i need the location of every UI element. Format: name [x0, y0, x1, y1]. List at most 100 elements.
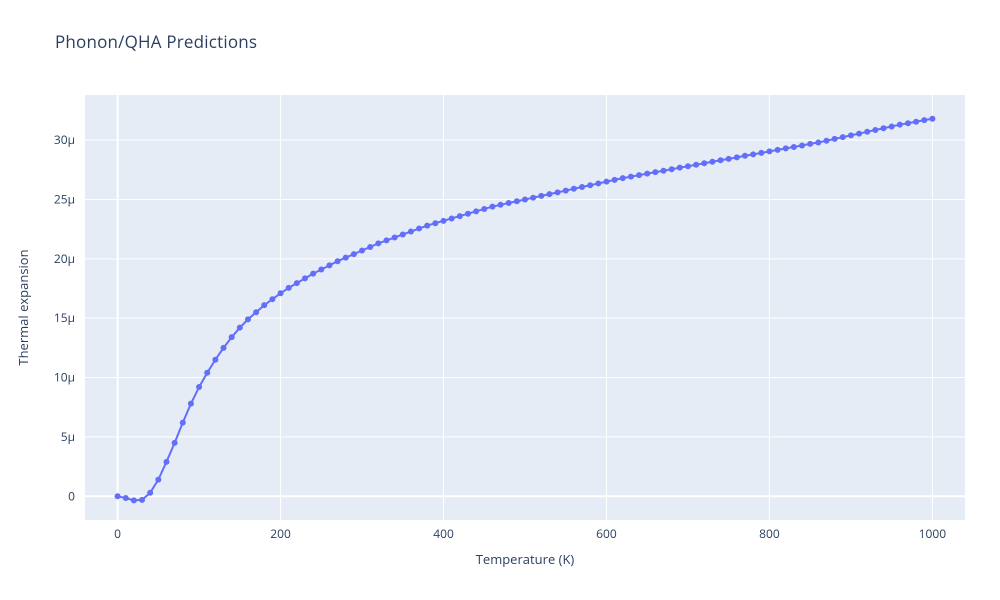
series-marker[interactable] — [180, 420, 186, 426]
series-marker[interactable] — [131, 497, 137, 503]
series-marker[interactable] — [221, 345, 227, 351]
series-marker[interactable] — [807, 141, 813, 147]
series-marker[interactable] — [269, 296, 275, 302]
series-marker[interactable] — [669, 166, 675, 172]
series-marker[interactable] — [661, 168, 667, 174]
series-marker[interactable] — [123, 495, 129, 501]
series-marker[interactable] — [750, 151, 756, 157]
series-marker[interactable] — [823, 138, 829, 144]
series-marker[interactable] — [408, 229, 414, 235]
series-marker[interactable] — [775, 147, 781, 153]
series-marker[interactable] — [758, 150, 764, 156]
series-marker[interactable] — [310, 271, 316, 277]
series-marker[interactable] — [872, 127, 878, 133]
series-marker[interactable] — [881, 125, 887, 131]
series-marker[interactable] — [864, 129, 870, 135]
series-marker[interactable] — [636, 172, 642, 178]
series-marker[interactable] — [212, 357, 218, 363]
series-marker[interactable] — [261, 302, 267, 308]
series-marker[interactable] — [840, 134, 846, 140]
series-marker[interactable] — [644, 171, 650, 177]
series-marker[interactable] — [677, 165, 683, 171]
series-marker[interactable] — [815, 139, 821, 145]
series-marker[interactable] — [457, 213, 463, 219]
series-marker[interactable] — [701, 160, 707, 166]
series-marker[interactable] — [245, 316, 251, 322]
series-marker[interactable] — [555, 189, 561, 195]
series-marker[interactable] — [196, 384, 202, 390]
series-marker[interactable] — [375, 240, 381, 246]
series-marker[interactable] — [726, 156, 732, 162]
series-marker[interactable] — [571, 186, 577, 192]
series-marker[interactable] — [693, 162, 699, 168]
series-marker[interactable] — [546, 191, 552, 197]
series-marker[interactable] — [237, 325, 243, 331]
series-marker[interactable] — [400, 231, 406, 237]
series-marker[interactable] — [253, 309, 259, 315]
series-marker[interactable] — [278, 290, 284, 296]
series-marker[interactable] — [489, 204, 495, 210]
series-marker[interactable] — [538, 193, 544, 199]
series-marker[interactable] — [432, 220, 438, 226]
series-marker[interactable] — [188, 401, 194, 407]
series-marker[interactable] — [115, 493, 121, 499]
series-marker[interactable] — [481, 206, 487, 212]
series-marker[interactable] — [204, 370, 210, 376]
series-marker[interactable] — [172, 440, 178, 446]
series-marker[interactable] — [628, 174, 634, 180]
series-marker[interactable] — [441, 218, 447, 224]
series-marker[interactable] — [392, 234, 398, 240]
series-marker[interactable] — [343, 255, 349, 261]
series-marker[interactable] — [530, 195, 536, 201]
series-marker[interactable] — [603, 179, 609, 185]
series-marker[interactable] — [473, 208, 479, 214]
series-marker[interactable] — [718, 157, 724, 163]
series-marker[interactable] — [921, 117, 927, 123]
series-marker[interactable] — [766, 148, 772, 154]
series-marker[interactable] — [294, 280, 300, 286]
series-marker[interactable] — [734, 154, 740, 160]
series-marker[interactable] — [318, 267, 324, 273]
series-marker[interactable] — [229, 334, 235, 340]
series-marker[interactable] — [783, 145, 789, 151]
series-marker[interactable] — [359, 248, 365, 254]
series-marker[interactable] — [652, 169, 658, 175]
series-marker[interactable] — [563, 188, 569, 194]
series-marker[interactable] — [465, 211, 471, 217]
series-marker[interactable] — [147, 490, 153, 496]
series-marker[interactable] — [335, 258, 341, 264]
series-marker[interactable] — [416, 226, 422, 232]
series-marker[interactable] — [286, 285, 292, 291]
series-marker[interactable] — [929, 116, 935, 122]
series-marker[interactable] — [612, 177, 618, 183]
series-marker[interactable] — [139, 497, 145, 503]
series-marker[interactable] — [514, 198, 520, 204]
series-marker[interactable] — [424, 223, 430, 229]
series-marker[interactable] — [913, 119, 919, 125]
series-marker[interactable] — [897, 122, 903, 128]
series-marker[interactable] — [685, 163, 691, 169]
series-marker[interactable] — [163, 459, 169, 465]
series-marker[interactable] — [579, 184, 585, 190]
series-marker[interactable] — [889, 123, 895, 129]
series-marker[interactable] — [799, 142, 805, 148]
series-marker[interactable] — [367, 244, 373, 250]
series-marker[interactable] — [506, 200, 512, 206]
series-marker[interactable] — [742, 153, 748, 159]
series-marker[interactable] — [498, 202, 504, 208]
series-marker[interactable] — [856, 131, 862, 137]
series-marker[interactable] — [620, 175, 626, 181]
series-marker[interactable] — [326, 262, 332, 268]
series-marker[interactable] — [832, 136, 838, 142]
series-marker[interactable] — [383, 237, 389, 243]
series-marker[interactable] — [155, 477, 161, 483]
series-marker[interactable] — [522, 196, 528, 202]
series-marker[interactable] — [905, 120, 911, 126]
series-marker[interactable] — [791, 144, 797, 150]
series-marker[interactable] — [587, 182, 593, 188]
series-marker[interactable] — [302, 275, 308, 281]
series-marker[interactable] — [351, 251, 357, 257]
series-marker[interactable] — [709, 159, 715, 165]
series-marker[interactable] — [595, 180, 601, 186]
series-marker[interactable] — [449, 215, 455, 221]
